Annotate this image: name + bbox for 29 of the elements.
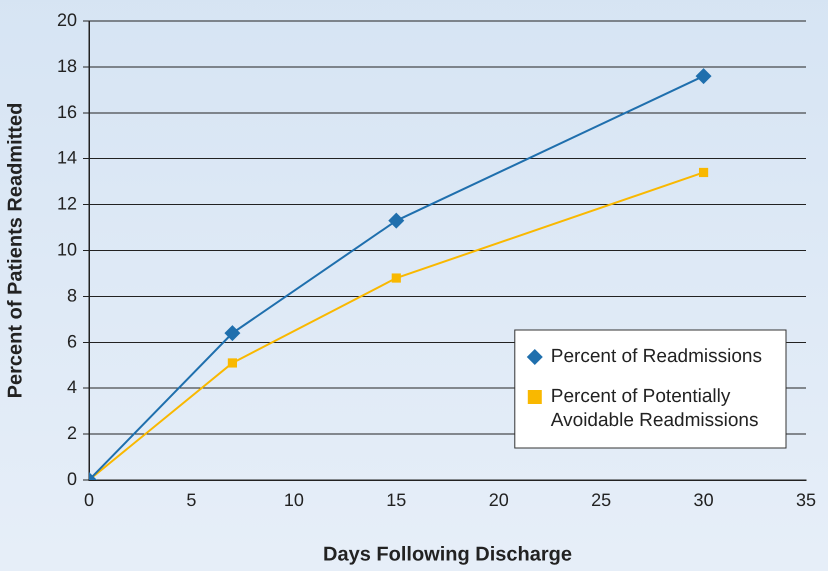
x-tick-label: 5 xyxy=(186,490,196,510)
x-tick-label: 10 xyxy=(284,490,304,510)
x-tick-label: 20 xyxy=(488,490,509,510)
x-tick-label: 25 xyxy=(591,490,612,510)
y-tick-label: 0 xyxy=(66,468,77,489)
y-tick-label: 12 xyxy=(56,194,77,214)
y-tick-label: 14 xyxy=(56,148,77,168)
y-axis-title: Percent of Patients Readmitted xyxy=(4,102,27,398)
y-tick-label: 10 xyxy=(56,239,77,260)
legend-label: Percent of Potentially Avoidable Readmissions xyxy=(550,386,759,432)
y-tick-label: 4 xyxy=(66,377,77,398)
y-tick-label: 20 xyxy=(56,10,77,30)
y-tick-label: 16 xyxy=(56,102,77,122)
x-tick-label: 35 xyxy=(796,490,816,510)
legend-label: Percent of Readmissions xyxy=(550,346,762,368)
x-tick-label: 30 xyxy=(694,490,714,510)
point xyxy=(224,325,240,342)
point xyxy=(228,358,237,368)
point xyxy=(392,273,401,283)
x-axis-title: Days Following Discharge xyxy=(323,544,572,566)
y-tick-label: 2 xyxy=(66,423,77,444)
point xyxy=(388,212,404,229)
x-tick-label: 0 xyxy=(84,490,94,510)
y-tick-label: 18 xyxy=(56,56,77,76)
y-tick-label: 8 xyxy=(66,285,77,306)
x-tick-label: 15 xyxy=(386,490,406,510)
y-tick-label: 6 xyxy=(66,331,77,352)
point xyxy=(696,68,712,84)
point xyxy=(698,168,708,178)
